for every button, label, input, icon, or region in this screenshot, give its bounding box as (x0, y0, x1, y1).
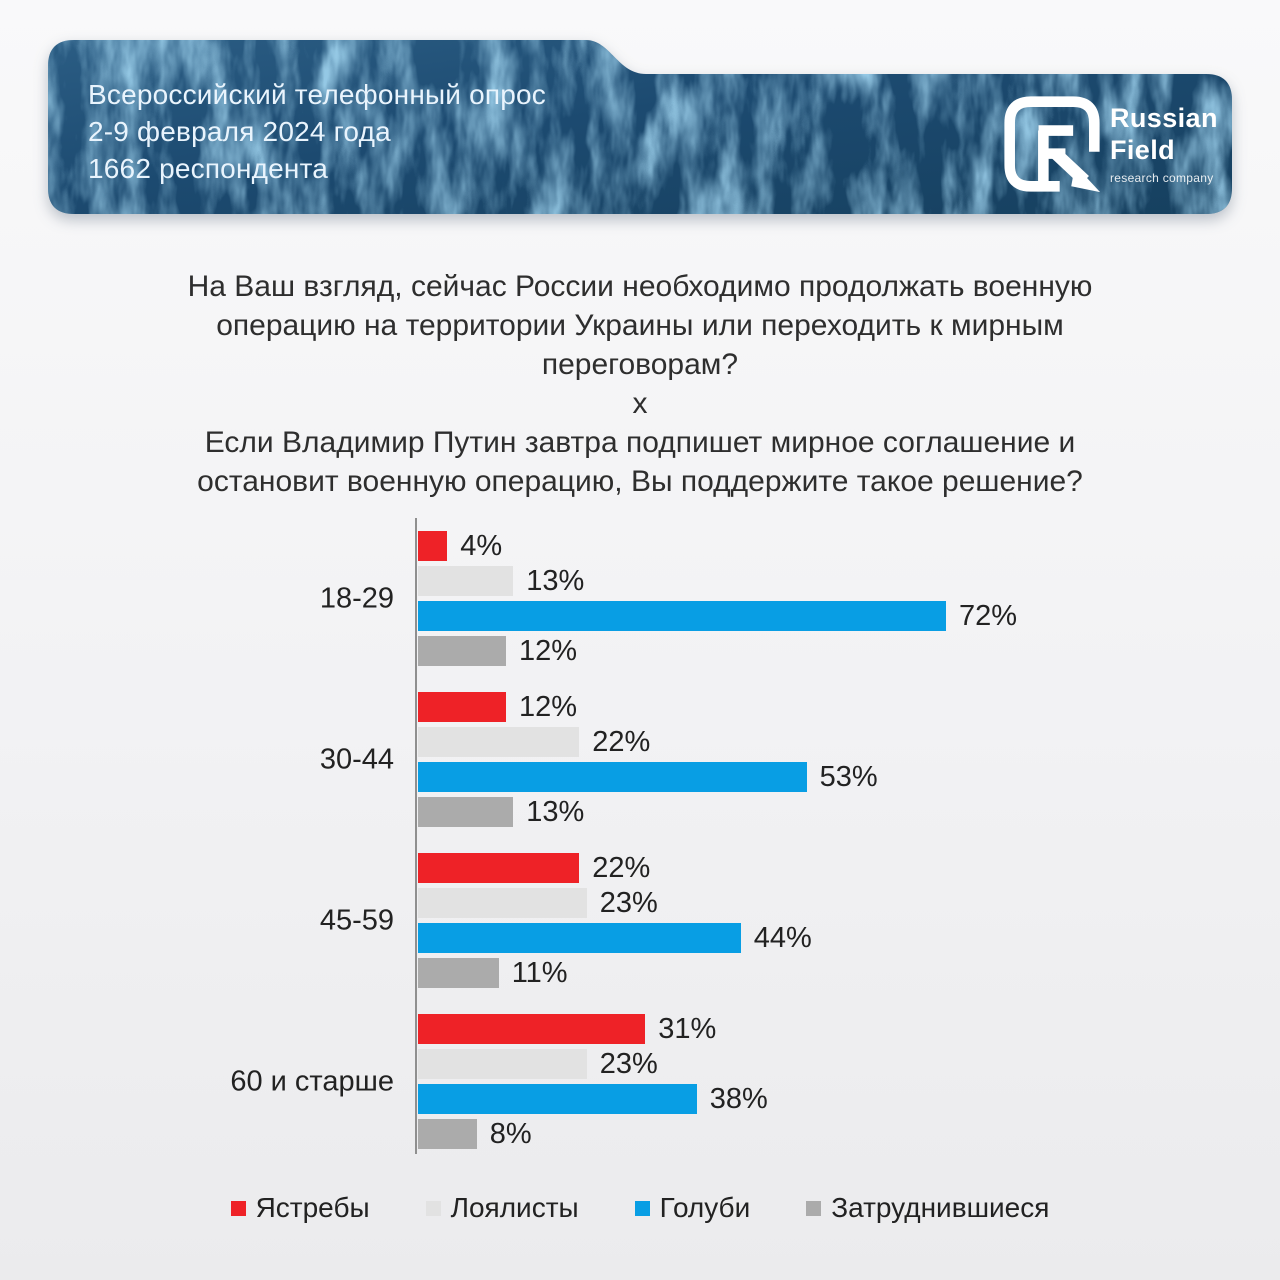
bar-group: 30-44 12% 22% 53% 13% (320, 690, 1017, 828)
bar-value-label: 44% (753, 921, 812, 954)
bar-row: 22% (418, 725, 1017, 758)
bar-value-label: 12% (519, 690, 578, 723)
y-axis-line (415, 518, 417, 1154)
chart-legend: Ястребы Лоялисты Голуби Затруднившиеся (0, 1192, 1280, 1224)
bar-value-label: 11% (511, 956, 568, 989)
bar-row: 22% (418, 851, 1017, 884)
bar-row: 53% (418, 760, 1017, 793)
bar (418, 762, 807, 792)
bar-row: 72% (418, 599, 1018, 632)
bar-group: 18-29 4% 13% 72% 12% (320, 529, 1018, 667)
category-label: 45-59 (319, 904, 394, 936)
survey-title: Всероссийский телефонный опрос (88, 79, 547, 110)
question-line: На Ваш взгляд, сейчас России необходимо … (187, 270, 1093, 303)
grouped-bar-chart: 18-29 4% 13% 72% 12% 30-44 12% 22% 53% 13% 45-59 22… (0, 510, 1280, 1170)
legend-item: Ястребы (230, 1192, 370, 1224)
logo-subtitle: research company (1110, 171, 1214, 185)
bar-group: 45-59 22% 23% 44% 11% (320, 851, 1017, 989)
category-label: 60 и старше (230, 1065, 394, 1097)
bar (418, 797, 514, 827)
russian-field-logo-text: Russian Field research company (1110, 102, 1218, 185)
bar-value-label: 12% (519, 634, 578, 667)
legend-label: Лоялисты (450, 1192, 579, 1223)
bar (418, 1014, 646, 1044)
bar-value-label: 38% (709, 1082, 768, 1115)
bar (418, 636, 506, 666)
question-cross-separator: х (632, 387, 648, 420)
bar-row: 23% (418, 1047, 1017, 1080)
bar-row: 31% (418, 1012, 1017, 1045)
chart-groups: 18-29 4% 13% 72% 12% 30-44 12% 22% 53% 13% 45-59 22… (230, 529, 1018, 1175)
bar-value-label: 53% (819, 760, 878, 793)
bar-row: 13% (418, 795, 1017, 828)
header-banner (48, 40, 1232, 214)
bar-row: 4% (418, 529, 1017, 562)
bar (418, 1049, 587, 1079)
category-label: 18-29 (319, 582, 394, 614)
bar (418, 888, 587, 918)
bar-value-label: 72% (959, 599, 1018, 632)
legend-item: Затруднившиеся (806, 1192, 1049, 1224)
question-line: переговорам? (541, 348, 739, 381)
bar-row: 44% (418, 921, 1017, 954)
legend-swatch-icon (634, 1200, 650, 1216)
bar-value-label: 22% (592, 725, 651, 758)
bar (418, 727, 580, 757)
survey-dates: 2-9 февраля 2024 года (88, 116, 391, 147)
bar-row: 38% (418, 1082, 1017, 1115)
logo-title-line1: Russian (1110, 103, 1218, 133)
bar-value-label: 22% (592, 851, 651, 884)
question-line: остановит военную операцию, Вы поддержит… (197, 465, 1083, 498)
legend-swatch-icon (806, 1200, 822, 1216)
bar-value-label: 13% (526, 564, 585, 597)
bar (418, 692, 506, 722)
bar-value-label: 4% (460, 529, 503, 562)
bar (418, 1084, 697, 1114)
bar-row: 13% (418, 564, 1017, 597)
bar-row: 11% (418, 956, 1017, 989)
bar-row: 23% (418, 886, 1017, 919)
bar-value-label: 13% (526, 795, 585, 828)
legend-swatch-icon (425, 1200, 441, 1216)
legend-label: Голуби (659, 1192, 751, 1223)
bar-value-label: 31% (658, 1012, 717, 1045)
legend-swatch-icon (230, 1200, 246, 1216)
bar (418, 958, 499, 988)
bar-group: 60 и старше 31% 23% 38% 8% (230, 1012, 1017, 1150)
russian-field-logo-icon (1004, 96, 1101, 193)
survey-meta: Всероссийский телефонный опрос 2-9 февра… (88, 76, 546, 187)
legend-item: Лоялисты (425, 1192, 579, 1224)
bar (418, 1119, 477, 1149)
survey-respondents: 1662 респондента (88, 153, 329, 184)
question-line: Если Владимир Путин завтра подпишет мирн… (204, 426, 1076, 459)
bar (418, 601, 946, 631)
bar-row: 12% (418, 634, 1017, 667)
bar-value-label: 23% (599, 1047, 658, 1080)
legend-item: Голуби (634, 1192, 751, 1224)
category-label: 30-44 (319, 743, 394, 775)
bar-value-label: 23% (599, 886, 658, 919)
bar (418, 566, 514, 596)
bar (418, 923, 741, 953)
question-text: На Ваш взгляд, сейчас России необходимо … (0, 267, 1280, 501)
bar (418, 853, 580, 883)
bar-row: 8% (418, 1117, 1017, 1150)
bar-row: 12% (418, 690, 1017, 723)
logo-title-line2: Field (1110, 135, 1176, 165)
legend-label: Ястребы (255, 1192, 370, 1223)
bar (418, 531, 448, 561)
question-line: операцию на территории Украины или перех… (216, 309, 1064, 342)
bar-value-label: 8% (489, 1117, 532, 1150)
legend-label: Затруднившиеся (831, 1192, 1050, 1223)
